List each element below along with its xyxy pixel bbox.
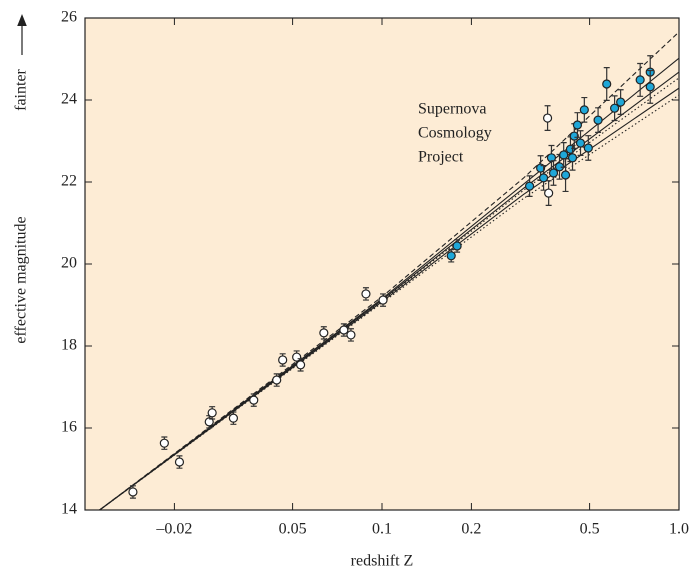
model-curve [99, 31, 680, 511]
filled-point [452, 241, 462, 251]
filled-point [572, 120, 583, 130]
model-curve [99, 71, 680, 511]
x-axis-label: redshift Z [351, 553, 414, 570]
filled-point [559, 150, 569, 160]
filled-point [635, 75, 645, 85]
open-point [378, 295, 388, 305]
open-point [346, 330, 356, 340]
y-tick-label: 22 [61, 173, 77, 190]
open-point [339, 325, 349, 335]
model-curve [99, 87, 680, 511]
x-tick-label: 0.5 [580, 521, 600, 538]
x-tick-label: 0.1 [372, 521, 392, 538]
open-point [292, 352, 302, 362]
filled-point [569, 131, 579, 141]
filled-point [446, 251, 456, 261]
y-axis-note: fainter [13, 68, 30, 110]
filled-point [548, 168, 559, 178]
open-point [128, 487, 138, 497]
filled-point [538, 173, 549, 183]
open-point [249, 395, 259, 405]
open-point [272, 375, 282, 385]
annotation: Project [418, 149, 464, 166]
y-axis-label: effective magnitude [13, 216, 30, 343]
x-tick-label: 0.2 [461, 521, 481, 538]
plot-area [84, 17, 680, 511]
filled-point [565, 144, 576, 154]
open-point [544, 188, 554, 198]
annotation: Supernova [418, 101, 486, 118]
y-tick-label: 16 [61, 419, 77, 436]
open-point [319, 328, 329, 338]
filled-point [583, 143, 593, 153]
filled-point [546, 153, 557, 163]
y-tick-label: 20 [61, 255, 77, 272]
filled-point [645, 82, 655, 92]
open-point [361, 289, 371, 299]
filled-point [524, 181, 535, 191]
open-point [295, 360, 306, 370]
open-point [228, 413, 239, 423]
filled-point [602, 79, 612, 89]
filled-point [560, 170, 571, 180]
x-tick-label: 0.05 [279, 521, 307, 538]
filled-point [593, 115, 603, 125]
filled-point [579, 105, 589, 115]
open-point [174, 457, 185, 467]
annotation: Cosmology [418, 125, 492, 142]
open-point [542, 113, 553, 123]
open-point [159, 438, 169, 448]
x-tick-label: 1.0 [669, 521, 689, 538]
y-tick-label: 24 [61, 91, 77, 108]
open-point [204, 417, 214, 427]
x-tick-label: –0.02 [155, 521, 192, 538]
open-point [207, 408, 217, 418]
y-tick-label: 26 [61, 9, 77, 26]
filled-point [616, 97, 626, 107]
filled-point [610, 103, 620, 113]
open-point [278, 355, 288, 365]
y-tick-label: 18 [61, 337, 77, 354]
y-tick-label: 14 [61, 501, 77, 518]
filled-point [567, 153, 578, 163]
filled-point [575, 138, 586, 148]
